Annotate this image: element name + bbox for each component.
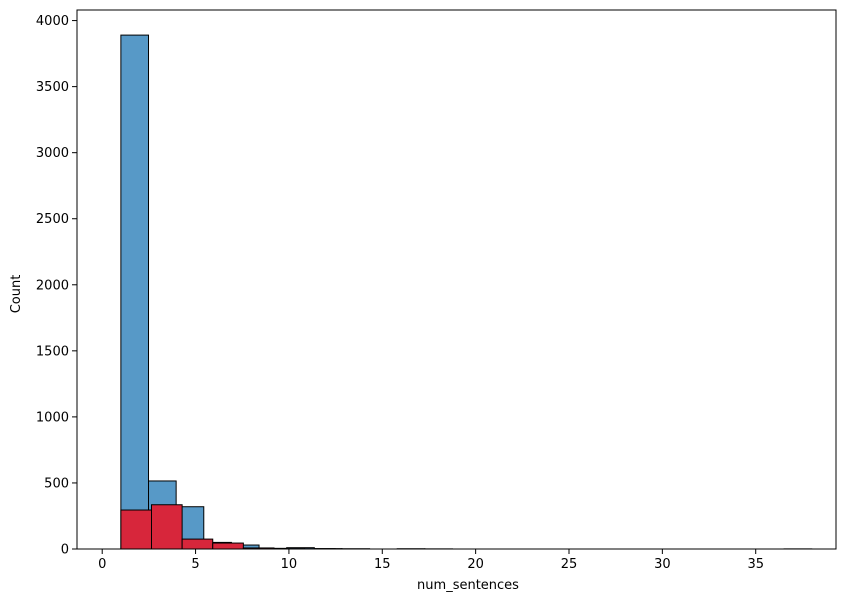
y-tick-label: 2000 xyxy=(36,278,69,293)
bar-series-2-bin-2 xyxy=(150,504,183,550)
y-tick-label: 1500 xyxy=(36,344,69,359)
x-tick-label: 30 xyxy=(654,557,671,572)
y-tick-label: 3500 xyxy=(36,80,69,95)
bars-layer xyxy=(120,34,813,550)
y-tick-label: 1000 xyxy=(36,410,69,425)
x-tick-label: 10 xyxy=(281,557,298,572)
y-axis-label: Count xyxy=(9,275,24,314)
y-tick-label: 500 xyxy=(44,476,69,491)
bar-series-2-bin-3 xyxy=(181,538,214,550)
y-tick-label: 4000 xyxy=(36,14,69,29)
bar-series-1-bin-1 xyxy=(120,34,150,550)
bar-series-2-bin-4 xyxy=(212,542,244,550)
x-tick-label: 25 xyxy=(561,557,578,572)
x-tick-label: 0 xyxy=(98,557,106,572)
x-tick-label: 5 xyxy=(191,557,199,572)
x-axis-label: num_sentences xyxy=(417,578,519,593)
y-tick-label: 2500 xyxy=(36,212,69,227)
bar-series-2-bin-1 xyxy=(120,509,152,550)
x-tick-label: 15 xyxy=(374,557,391,572)
y-tick-label: 3000 xyxy=(36,146,69,161)
x-tick-label: 20 xyxy=(467,557,484,572)
x-tick-label: 35 xyxy=(747,557,764,572)
axes-layer: 0 5 10 15 20 25 30 35 0 500 1000 1500 2000 2500 3000 35… xyxy=(36,9,837,572)
y-tick-label: 0 xyxy=(61,543,69,558)
plot-frame xyxy=(76,9,837,550)
